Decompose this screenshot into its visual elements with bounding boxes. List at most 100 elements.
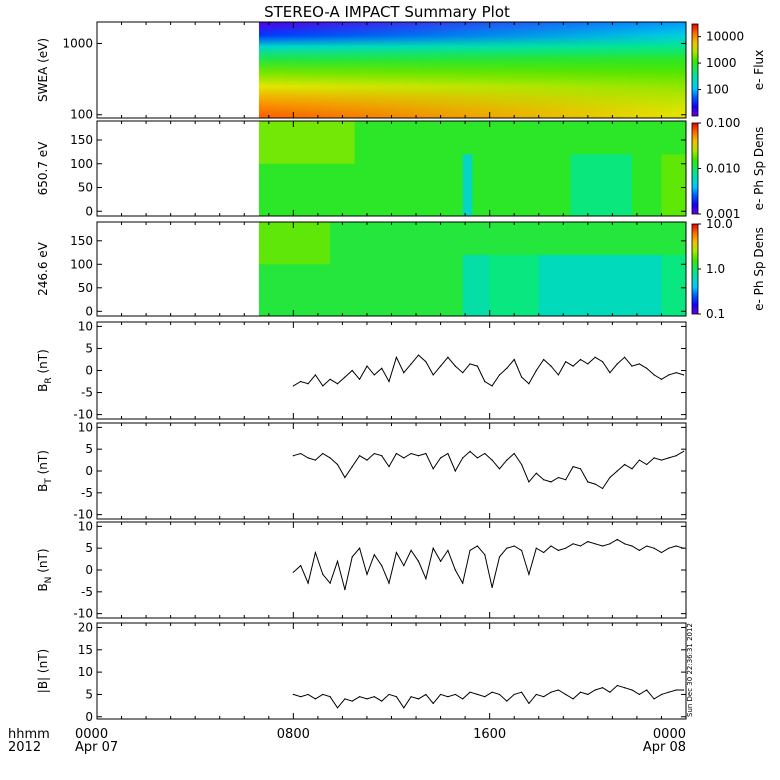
data-point xyxy=(550,365,552,367)
data-point xyxy=(660,693,663,696)
data-point xyxy=(638,459,640,461)
data-point xyxy=(314,459,317,461)
panel-frame xyxy=(96,622,687,720)
data-point xyxy=(469,691,471,693)
y-tick-label: 0 xyxy=(85,710,93,724)
data-point xyxy=(668,547,670,549)
data-point xyxy=(307,383,309,385)
data-point xyxy=(403,457,405,459)
data-point xyxy=(682,374,685,376)
heatmap-patch xyxy=(258,121,355,164)
y-axis-title: BT (nT) xyxy=(36,450,54,492)
y-tick-label: 100 xyxy=(70,257,93,271)
data-point xyxy=(373,554,375,556)
y-tick-label: 20 xyxy=(78,620,93,634)
data-point xyxy=(322,385,324,387)
colorbar-tick-label: 0.100 xyxy=(706,116,740,130)
data-point xyxy=(572,698,574,700)
data-point xyxy=(300,452,302,455)
panel-5: -10 -5 0 5 10 BT (nT) xyxy=(36,420,687,522)
data-point xyxy=(314,374,317,376)
data-point xyxy=(454,365,456,367)
data-point xyxy=(535,369,537,372)
data-point xyxy=(329,457,331,459)
data-point xyxy=(292,385,294,387)
time-tick-label: 0800 xyxy=(277,727,310,742)
data-point xyxy=(403,707,405,709)
data-point xyxy=(675,689,677,691)
data-point xyxy=(425,693,427,696)
data-point xyxy=(358,696,361,698)
data-point xyxy=(366,459,368,461)
y-tick-label: 100 xyxy=(70,108,93,122)
data-line xyxy=(293,450,684,490)
y-axis-title: SWEA (eV) xyxy=(36,38,50,102)
time-axis-corner-bottom: 2012 xyxy=(8,740,41,755)
data-point xyxy=(587,693,589,696)
panel-3: 0.1 1.0 10.0 e- Ph Sp Dens 0 50 100 150 246.6 eV xyxy=(36,217,766,321)
data-point xyxy=(373,696,375,698)
data-point xyxy=(668,457,670,459)
heatmap-patch xyxy=(538,254,662,316)
data-point xyxy=(550,691,552,693)
data-point xyxy=(535,693,537,696)
data-point xyxy=(344,698,346,700)
data-point xyxy=(550,481,552,483)
y-tick-label: 5 xyxy=(85,442,93,456)
data-point xyxy=(565,547,567,549)
data-point xyxy=(417,560,420,562)
data-point xyxy=(307,693,309,696)
y-tick-label: 0 xyxy=(85,364,93,378)
data-point xyxy=(351,556,353,558)
data-point xyxy=(300,380,302,383)
y-tick-label: -5 xyxy=(81,486,93,500)
data-point xyxy=(358,547,361,549)
data-point xyxy=(579,468,582,470)
data-point xyxy=(322,693,324,696)
panel-1: 100 1000 10000 e- Flux 100 1000 SWEA (eV) xyxy=(36,21,766,122)
data-point xyxy=(366,365,368,367)
data-point xyxy=(462,457,464,459)
data-point xyxy=(292,571,294,573)
data-point xyxy=(543,696,545,698)
data-point xyxy=(513,452,515,455)
data-point xyxy=(506,367,508,369)
data-point xyxy=(520,549,523,551)
data-point xyxy=(476,457,478,459)
data-point xyxy=(381,565,383,567)
y-tick-label: 10 xyxy=(78,665,93,679)
colorbar-title: e- Ph Sp Dens xyxy=(752,127,766,211)
panel-7: 0 5 10 15 20 |B| (nT) xyxy=(36,620,687,724)
data-point xyxy=(565,361,567,363)
data-point xyxy=(344,476,346,479)
y-tick-label: 10 xyxy=(78,420,93,434)
data-point xyxy=(587,481,589,483)
data-point xyxy=(513,693,515,696)
panel-4: -10 -5 0 5 10 BR (nT) xyxy=(36,319,687,422)
data-point xyxy=(594,543,596,545)
heatmap-field-late xyxy=(258,22,686,118)
data-point xyxy=(543,358,545,361)
colorbar-title: e- Flux xyxy=(752,50,766,90)
data-point xyxy=(660,551,663,554)
data-point xyxy=(653,457,655,459)
data-point xyxy=(498,468,501,470)
data-point xyxy=(565,693,567,696)
data-point xyxy=(417,455,420,457)
panel-6: -10 -5 0 5 10 BN (nT) xyxy=(36,519,687,621)
heatmap-patch xyxy=(462,154,473,216)
data-point xyxy=(336,707,339,709)
data-point xyxy=(329,378,331,380)
data-point xyxy=(388,466,390,468)
data-point xyxy=(594,356,596,358)
data-point xyxy=(579,545,582,547)
data-point xyxy=(292,455,294,457)
data-point xyxy=(351,369,353,372)
y-axis-title: 650.7 eV xyxy=(36,141,50,196)
data-point xyxy=(462,372,464,374)
data-point xyxy=(638,549,640,551)
data-point xyxy=(506,700,508,702)
data-point xyxy=(462,582,464,584)
data-point xyxy=(476,545,478,547)
data-point xyxy=(381,700,383,702)
